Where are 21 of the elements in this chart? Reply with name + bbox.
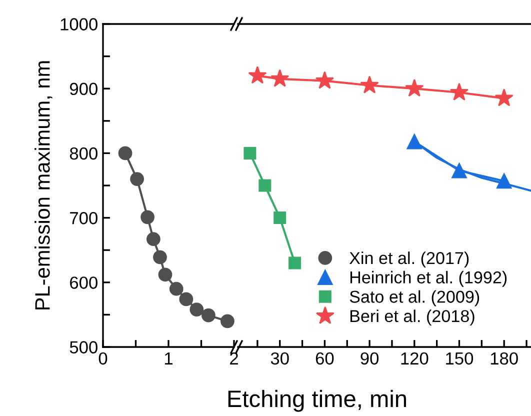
legend-label: Beri et al. (2018)	[350, 310, 474, 326]
x-tick-label: 120	[401, 352, 428, 365]
y-tick-label: 800	[70, 147, 98, 160]
x-tick-label: 90	[360, 352, 379, 365]
x-tick-label: 150	[446, 352, 474, 365]
y-axis-title: PL-emission maximum, nm	[34, 61, 52, 310]
legend-label: Heinrich et al. (1992)	[350, 270, 507, 287]
y-tick-label: 900	[70, 82, 98, 96]
x-tick-label: 180	[490, 352, 518, 365]
x-tick-label: 2	[230, 352, 238, 364]
x-tick-label: 30	[270, 352, 289, 365]
legend-label: Xin et al. (2017)	[349, 252, 469, 268]
x-tick-label: 1	[164, 352, 172, 364]
y-tick-label: 500	[70, 341, 98, 354]
y-tick-label: 600	[70, 276, 98, 289]
x-axis-title: Etching time, min	[228, 390, 406, 412]
y-tick-label: 1000	[60, 18, 98, 30]
y-tick-label: 700	[70, 212, 98, 224]
x-tick-label: 60	[316, 352, 334, 365]
legend-label: Sato et al. (2009)	[350, 290, 480, 306]
x-tick-label: 0	[98, 352, 108, 365]
